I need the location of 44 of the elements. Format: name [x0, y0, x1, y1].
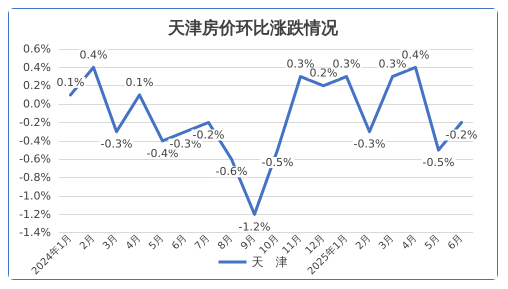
y-tick-label: 0.4%: [23, 60, 51, 74]
x-tick-label: 4月: [400, 232, 420, 252]
x-tick-label: 6月: [446, 232, 466, 252]
data-label: -0.3%: [170, 138, 202, 151]
data-label: 0.1%: [126, 76, 154, 89]
data-label: -0.3%: [100, 138, 132, 151]
legend-label: 天 津: [252, 255, 288, 269]
y-tick-label: 0.0%: [23, 98, 51, 111]
data-label: 0.3%: [332, 58, 360, 71]
y-tick-label: -1.4%: [19, 226, 51, 240]
x-tick-label: 5月: [423, 232, 442, 252]
x-tick-label: 2月: [78, 232, 98, 252]
data-label: 0.4%: [80, 48, 108, 62]
x-tick-label: 7月: [193, 232, 212, 252]
data-label: -0.2%: [192, 128, 224, 142]
data-label: -0.6%: [216, 165, 248, 178]
data-label: -1.2%: [238, 220, 270, 234]
y-tick-label: -1.2%: [19, 208, 51, 221]
y-tick-label: 0.6%: [23, 42, 51, 56]
data-label: 0.1%: [56, 76, 84, 89]
y-tick-label: 0.2%: [23, 79, 51, 92]
y-tick-label: -0.8%: [19, 171, 51, 184]
x-tick-label: 4月: [124, 232, 144, 252]
x-tick-label: 8月: [216, 232, 236, 252]
data-label: 0.3%: [378, 58, 406, 71]
data-label: -0.5%: [422, 156, 454, 170]
x-tick-label: 10月: [258, 232, 282, 257]
x-tick-label: 2月: [354, 232, 374, 252]
data-label: 0.4%: [402, 48, 430, 62]
x-tick-label: 9月: [239, 232, 258, 252]
x-tick-label: 6月: [170, 232, 190, 252]
data-label: -0.3%: [354, 138, 386, 151]
x-tick-label: 11月: [280, 232, 304, 257]
data-label: -0.5%: [262, 156, 294, 170]
data-label: -0.2%: [446, 128, 478, 142]
data-label: 0.2%: [310, 66, 338, 80]
y-tick-label: -0.6%: [19, 152, 51, 166]
y-tick-label: -1.0%: [19, 189, 51, 202]
x-tick-label: 3月: [377, 232, 396, 252]
y-tick-label: -0.2%: [19, 116, 51, 129]
x-tick-label: 5月: [147, 232, 166, 252]
chart-title: 天津房价环比涨跌情况: [167, 18, 339, 38]
x-tick-label: 3月: [101, 232, 120, 252]
y-tick-label: -0.4%: [19, 134, 51, 148]
